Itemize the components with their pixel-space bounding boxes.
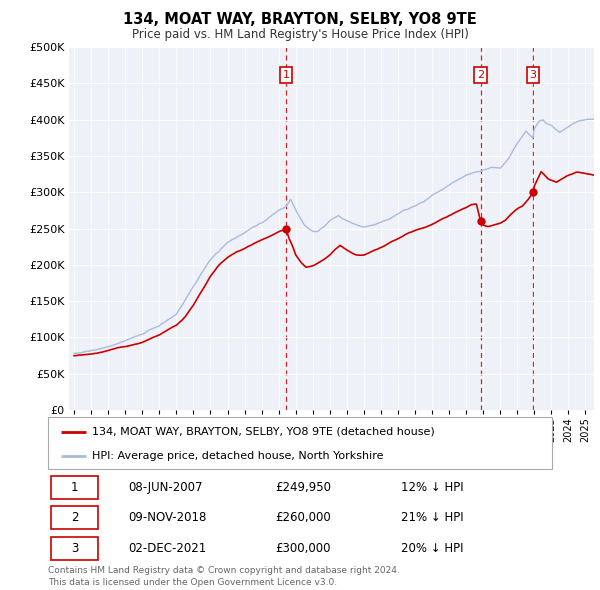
- Text: 12% ↓ HPI: 12% ↓ HPI: [401, 481, 463, 494]
- Text: 1: 1: [71, 481, 78, 494]
- Text: 2: 2: [477, 70, 484, 80]
- FancyBboxPatch shape: [48, 417, 552, 469]
- Text: £300,000: £300,000: [275, 542, 331, 555]
- Text: 20% ↓ HPI: 20% ↓ HPI: [401, 542, 463, 555]
- Text: £249,950: £249,950: [275, 481, 331, 494]
- Text: 08-JUN-2007: 08-JUN-2007: [128, 481, 203, 494]
- Text: 3: 3: [71, 542, 78, 555]
- Text: 02-DEC-2021: 02-DEC-2021: [128, 542, 207, 555]
- Text: 21% ↓ HPI: 21% ↓ HPI: [401, 511, 463, 525]
- Text: £260,000: £260,000: [275, 511, 331, 525]
- FancyBboxPatch shape: [50, 537, 98, 560]
- Text: 3: 3: [529, 70, 536, 80]
- FancyBboxPatch shape: [50, 476, 98, 499]
- Text: 134, MOAT WAY, BRAYTON, SELBY, YO8 9TE (detached house): 134, MOAT WAY, BRAYTON, SELBY, YO8 9TE (…: [92, 427, 435, 437]
- Text: 134, MOAT WAY, BRAYTON, SELBY, YO8 9TE: 134, MOAT WAY, BRAYTON, SELBY, YO8 9TE: [123, 12, 477, 27]
- Text: HPI: Average price, detached house, North Yorkshire: HPI: Average price, detached house, Nort…: [92, 451, 384, 461]
- Text: Price paid vs. HM Land Registry's House Price Index (HPI): Price paid vs. HM Land Registry's House …: [131, 28, 469, 41]
- Text: 2: 2: [71, 511, 78, 525]
- Text: 09-NOV-2018: 09-NOV-2018: [128, 511, 207, 525]
- FancyBboxPatch shape: [50, 506, 98, 529]
- Text: Contains HM Land Registry data © Crown copyright and database right 2024.
This d: Contains HM Land Registry data © Crown c…: [48, 566, 400, 587]
- Text: 1: 1: [283, 70, 290, 80]
